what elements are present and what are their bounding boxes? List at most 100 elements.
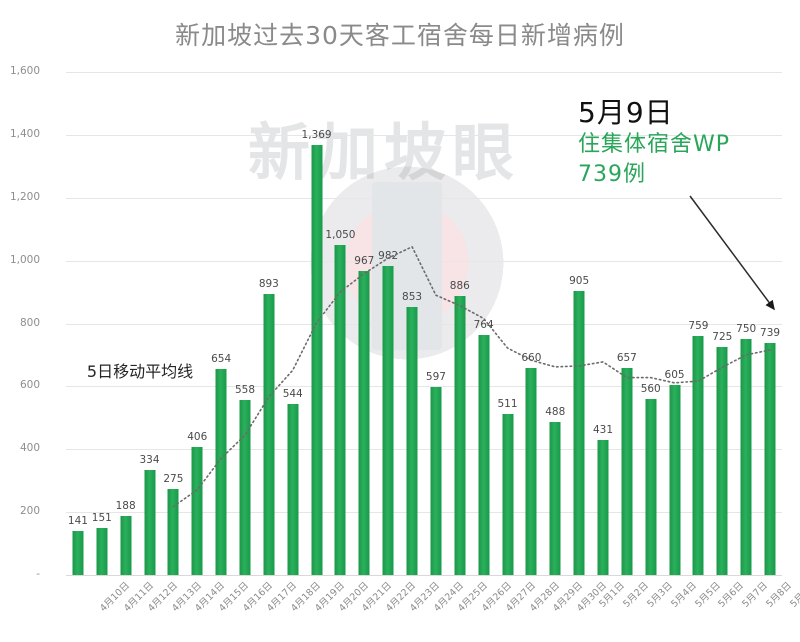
bar[interactable] — [525, 367, 537, 575]
bar-value-label: 657 — [616, 352, 637, 365]
bar-value-label: 544 — [282, 387, 303, 400]
x-axis-tick-label: 5月3日 — [645, 580, 675, 610]
y-axis-tick-label: 1,400 — [9, 127, 40, 140]
bar[interactable] — [144, 470, 156, 575]
bar[interactable] — [645, 398, 657, 575]
bar[interactable] — [454, 296, 466, 575]
bar-value-label: 141 — [67, 514, 88, 527]
bar-value-label: 759 — [688, 320, 709, 333]
bar[interactable] — [692, 336, 704, 575]
y-axis-tick-label: 1,000 — [9, 253, 40, 266]
chart-title: 新加坡过去30天客工宿舍每日新增病例 — [175, 21, 625, 50]
bar[interactable] — [191, 447, 203, 575]
x-axis-tick-label: 5月7日 — [740, 580, 771, 610]
bar-item[interactable]: 597 — [424, 72, 448, 575]
bar[interactable] — [716, 347, 728, 575]
bar-value-label: 605 — [664, 368, 685, 381]
bar-value-label: 511 — [497, 398, 518, 411]
bar-value-label: 660 — [521, 351, 542, 364]
bar[interactable] — [239, 399, 251, 575]
bar-value-label: 886 — [449, 280, 470, 293]
bar[interactable] — [502, 414, 514, 575]
bar-item[interactable]: 764 — [472, 72, 496, 575]
bar[interactable] — [72, 530, 84, 575]
bar-item[interactable]: 1,050 — [325, 72, 355, 575]
bar[interactable] — [334, 244, 346, 575]
bar-item[interactable]: 488 — [543, 72, 567, 575]
bar-item[interactable]: 544 — [281, 72, 305, 575]
bar-value-label: 431 — [592, 423, 614, 436]
bar-item[interactable]: 654 — [209, 72, 233, 575]
bar-item[interactable]: 750 — [734, 72, 758, 575]
bar[interactable] — [215, 369, 227, 575]
y-axis-tick-label: 1,600 — [9, 65, 40, 77]
y-axis-tick-label: - — [36, 568, 40, 580]
callout-line1: 住集体宿舍WP — [578, 132, 731, 157]
bar[interactable] — [669, 384, 681, 575]
bar[interactable] — [311, 144, 323, 575]
bar-value-label: 188 — [115, 499, 136, 512]
bar-value-label: 654 — [211, 353, 232, 366]
bar-value-label: 725 — [712, 331, 733, 344]
bar[interactable] — [478, 334, 490, 575]
x-axis-tick-label: 5月2日 — [621, 580, 651, 610]
bar[interactable] — [287, 403, 299, 575]
bar-value-label: 893 — [258, 278, 279, 291]
bar-value-label: 597 — [425, 371, 446, 384]
bar-item[interactable]: 188 — [114, 72, 138, 575]
y-axis-tick-label: 200 — [19, 505, 40, 518]
bar[interactable] — [430, 387, 442, 575]
callout-line2: 739例 — [578, 162, 646, 187]
bar-item[interactable]: 141 — [66, 72, 90, 575]
bar-item[interactable]: 275 — [161, 72, 185, 575]
bar-item[interactable]: 739 — [758, 72, 782, 575]
callout-date: 5月9日 — [578, 96, 674, 129]
bar-item[interactable]: 511 — [496, 72, 520, 575]
bar[interactable] — [96, 527, 108, 575]
bar-item[interactable]: 406 — [185, 72, 209, 575]
bar[interactable] — [382, 266, 394, 575]
bar-value-label: 853 — [402, 290, 423, 303]
bar[interactable] — [621, 368, 633, 575]
bar[interactable] — [120, 515, 132, 575]
bar[interactable] — [549, 421, 561, 575]
bar[interactable] — [358, 271, 370, 575]
bar-value-label: 275 — [163, 472, 184, 485]
bar-value-label: 1,050 — [325, 228, 356, 241]
y-axis-tick-label: 800 — [19, 316, 40, 329]
callout-annotation: 5月9日 住集体宿舍WP 739例 — [578, 96, 730, 190]
bar-item[interactable]: 967 — [352, 72, 376, 575]
x-axis-tick-label: 5月5日 — [692, 580, 723, 610]
bar[interactable] — [406, 306, 418, 575]
bar-value-label: 905 — [569, 274, 590, 287]
bar-value-label: 739 — [760, 326, 781, 339]
bar-item[interactable]: 660 — [519, 72, 543, 575]
bar[interactable] — [597, 439, 609, 575]
x-axis-tick-label: 5月8日 — [764, 580, 795, 610]
bar-item[interactable]: 151 — [90, 72, 114, 575]
y-axis-tick-label: 600 — [19, 379, 40, 392]
bar-item[interactable]: 334 — [138, 72, 162, 575]
bar-item[interactable]: 853 — [400, 72, 424, 575]
gridline — [66, 512, 782, 514]
bar[interactable] — [263, 294, 275, 575]
bar-item[interactable]: 982 — [376, 72, 400, 575]
y-axis-tick-label: 400 — [19, 442, 40, 455]
bar-value-label: 558 — [234, 383, 256, 396]
x-axis-baseline — [66, 575, 782, 576]
bar-value-label: 764 — [473, 318, 494, 331]
bar[interactable] — [740, 339, 752, 575]
gridline — [66, 134, 782, 136]
bar-item[interactable]: 558 — [233, 72, 257, 575]
moving-average-annotation: 5日移动平均线 — [86, 362, 194, 381]
bar-value-label: 560 — [640, 382, 661, 395]
bar[interactable] — [764, 342, 776, 575]
bar-item[interactable]: 886 — [448, 72, 472, 575]
bar[interactable] — [167, 488, 179, 575]
bar-item[interactable]: 1,369 — [302, 72, 332, 575]
bar-value-label: 488 — [545, 405, 566, 418]
bar[interactable] — [573, 290, 585, 575]
bar-value-label: 982 — [378, 250, 399, 263]
bar-item[interactable]: 893 — [257, 72, 281, 575]
